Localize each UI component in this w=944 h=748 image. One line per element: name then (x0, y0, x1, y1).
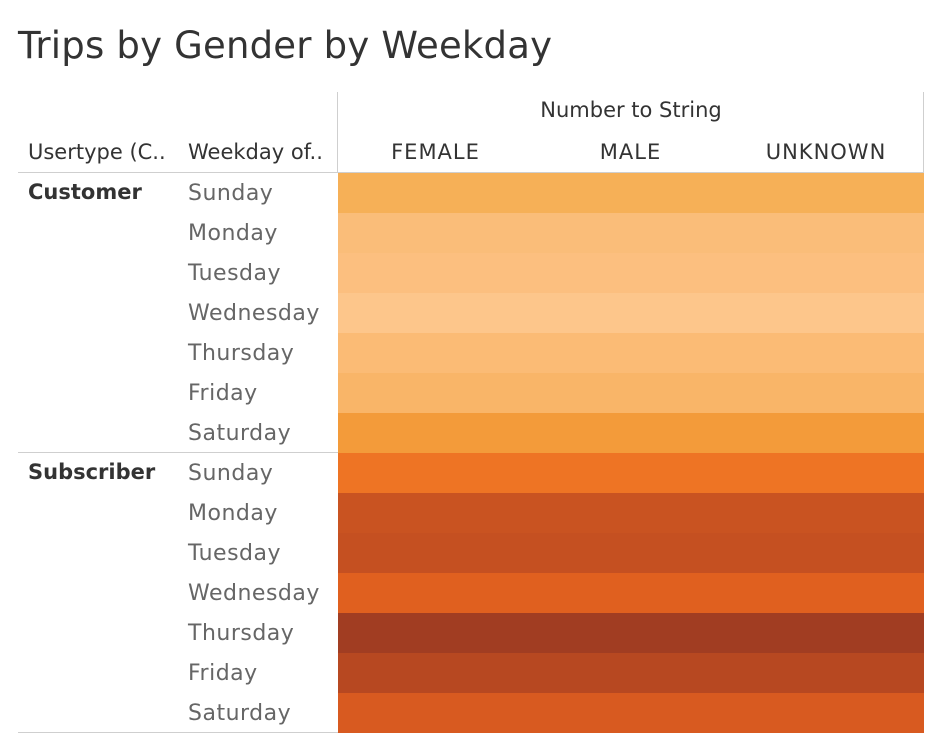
heatmap-cell-subscriber-tuesday-female[interactable] (338, 533, 534, 573)
heatmap-cell-subscriber-sunday-male[interactable] (533, 453, 730, 493)
weekday-label-customer-saturday[interactable]: Saturday (188, 421, 292, 446)
weekday-label-subscriber-friday[interactable]: Friday (188, 661, 258, 686)
header-divider-horizontal (18, 172, 924, 173)
heatmap-cell-subscriber-tuesday-unknown[interactable] (728, 533, 925, 573)
weekday-label-customer-monday[interactable]: Monday (188, 221, 278, 246)
heatmap-cell-subscriber-thursday-male[interactable] (533, 613, 730, 653)
heatmap-cell-customer-thursday-female[interactable] (338, 333, 534, 373)
heatmap-cell-customer-wednesday-female[interactable] (338, 293, 534, 333)
weekday-label-customer-tuesday[interactable]: Tuesday (188, 261, 282, 286)
weekday-label-subscriber-thursday[interactable]: Thursday (188, 621, 295, 646)
heatmap-cell-subscriber-monday-male[interactable] (533, 493, 730, 533)
weekday-label-subscriber-monday[interactable]: Monday (188, 501, 278, 526)
row-header-weekday[interactable]: Weekday of.. (188, 140, 323, 164)
heatmap-cell-subscriber-monday-unknown[interactable] (728, 493, 925, 533)
column-group-header: Number to String (540, 98, 722, 122)
heatmap-cell-subscriber-thursday-unknown[interactable] (728, 613, 925, 653)
heatmap-cell-subscriber-tuesday-male[interactable] (533, 533, 730, 573)
heatmap-cell-subscriber-sunday-unknown[interactable] (728, 453, 925, 493)
heatmap-cell-customer-sunday-unknown[interactable] (728, 173, 925, 213)
heatmap-cell-customer-saturday-female[interactable] (338, 413, 534, 453)
weekday-label-customer-thursday[interactable]: Thursday (188, 341, 295, 366)
heatmap-cell-customer-monday-female[interactable] (338, 213, 534, 253)
weekday-label-customer-wednesday[interactable]: Wednesday (188, 301, 320, 326)
heatmap-cell-subscriber-friday-male[interactable] (533, 653, 730, 693)
heatmap-cell-customer-friday-unknown[interactable] (728, 373, 925, 413)
weekday-label-customer-friday[interactable]: Friday (188, 381, 258, 406)
weekday-label-subscriber-tuesday[interactable]: Tuesday (188, 541, 282, 566)
weekday-label-subscriber-sunday[interactable]: Sunday (188, 461, 274, 486)
heatmap-cell-subscriber-wednesday-unknown[interactable] (728, 573, 925, 613)
heatmap-cell-customer-thursday-male[interactable] (533, 333, 730, 373)
heatmap-cell-subscriber-saturday-unknown[interactable] (728, 693, 925, 733)
heatmap-cell-customer-monday-unknown[interactable] (728, 213, 925, 253)
heatmap-cell-subscriber-friday-female[interactable] (338, 653, 534, 693)
heatmap-cell-subscriber-friday-unknown[interactable] (728, 653, 925, 693)
header-divider-right (923, 92, 924, 172)
heatmap-cell-customer-wednesday-male[interactable] (533, 293, 730, 333)
group-label-subscriber[interactable]: Subscriber (28, 460, 156, 484)
heatmap-cell-subscriber-wednesday-male[interactable] (533, 573, 730, 613)
heatmap-cell-customer-tuesday-male[interactable] (533, 253, 730, 293)
heatmap-cell-customer-monday-male[interactable] (533, 213, 730, 253)
heatmap-cell-subscriber-saturday-male[interactable] (533, 693, 730, 733)
heatmap-cell-subscriber-monday-female[interactable] (338, 493, 534, 533)
weekday-label-customer-sunday[interactable]: Sunday (188, 181, 274, 206)
heatmap-cell-customer-friday-female[interactable] (338, 373, 534, 413)
column-header-unknown[interactable]: UNKNOWN (765, 140, 887, 164)
heatmap-cell-subscriber-saturday-female[interactable] (338, 693, 534, 733)
group-label-customer[interactable]: Customer (28, 180, 142, 204)
heatmap-cell-customer-saturday-unknown[interactable] (728, 413, 925, 453)
column-header-female[interactable]: FEMALE (391, 140, 480, 164)
heatmap-cell-customer-tuesday-female[interactable] (338, 253, 534, 293)
header-divider-vertical (337, 92, 338, 172)
chart-title: Trips by Gender by Weekday (18, 24, 553, 67)
heatmap-cell-customer-thursday-unknown[interactable] (728, 333, 925, 373)
weekday-label-subscriber-saturday[interactable]: Saturday (188, 701, 292, 726)
heatmap-cell-subscriber-sunday-female[interactable] (338, 453, 534, 493)
heatmap-cell-customer-tuesday-unknown[interactable] (728, 253, 925, 293)
heatmap-cell-customer-sunday-male[interactable] (533, 173, 730, 213)
heatmap-cell-subscriber-wednesday-female[interactable] (338, 573, 534, 613)
heatmap-cell-customer-saturday-male[interactable] (533, 413, 730, 453)
heatmap-cell-customer-friday-male[interactable] (533, 373, 730, 413)
row-header-usertype[interactable]: Usertype (C.. (28, 140, 166, 164)
heatmap-cell-customer-sunday-female[interactable] (338, 173, 534, 213)
heatmap-cell-customer-wednesday-unknown[interactable] (728, 293, 925, 333)
column-header-male[interactable]: MALE (599, 140, 662, 164)
weekday-label-subscriber-wednesday[interactable]: Wednesday (188, 581, 320, 606)
heatmap-cell-subscriber-thursday-female[interactable] (338, 613, 534, 653)
